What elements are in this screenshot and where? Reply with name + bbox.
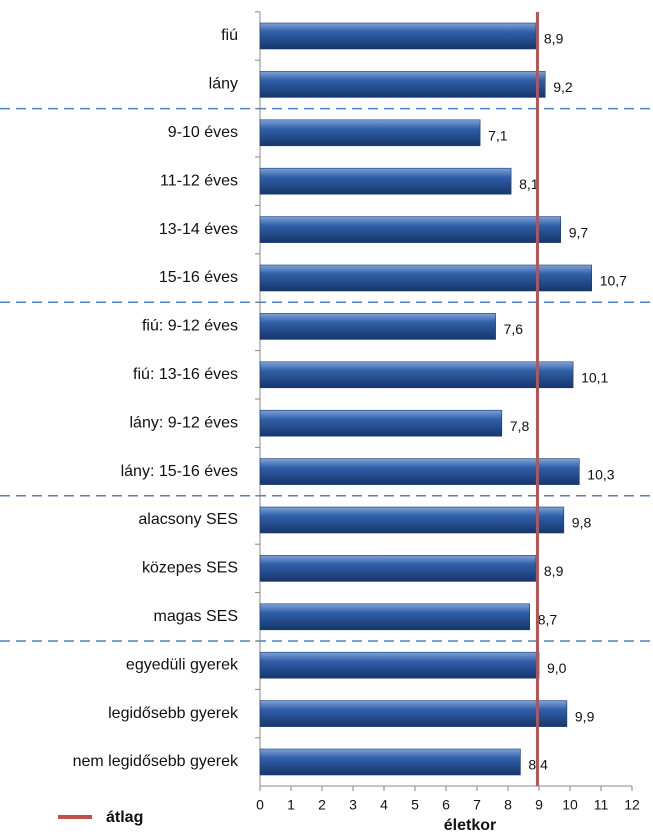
value-label: 10,1: [581, 370, 608, 386]
x-tick-label: 7: [473, 797, 481, 813]
value-label: 8,1: [519, 176, 539, 192]
y-tick-label: 13-14 éves: [159, 221, 238, 238]
y-tick-label: lány: [209, 76, 238, 93]
value-label: 9,9: [575, 708, 595, 724]
y-tick-label: lány: 15-16 éves: [121, 463, 238, 480]
y-tick-label: lány: 9-12 éves: [129, 414, 238, 431]
bar: [259, 409, 503, 437]
bar: [259, 458, 580, 485]
value-label: 8,9: [544, 31, 564, 47]
x-axis-title: életkor: [444, 817, 496, 834]
y-tick-label: alacsony SES: [138, 511, 238, 528]
y-tick-label: fiú: [221, 27, 238, 44]
value-label: 8,9: [544, 563, 564, 579]
bar: [259, 167, 512, 195]
x-tick-label: 4: [380, 797, 388, 813]
y-tick-label: 11-12 éves: [160, 172, 238, 189]
x-tick-label: 10: [562, 797, 578, 813]
y-tick-label: közepes SES: [142, 560, 238, 577]
x-tick-label: 2: [318, 797, 326, 813]
bar: [259, 748, 521, 776]
y-tick-label: magas SES: [154, 608, 238, 625]
bar: [259, 603, 531, 631]
bar: [259, 506, 565, 534]
value-label: 7,1: [488, 128, 508, 144]
bar: [259, 555, 537, 582]
x-tick-label: 6: [442, 797, 450, 813]
value-label: 9,2: [553, 79, 573, 95]
value-label: 8,7: [538, 612, 558, 628]
x-tick-label: 8: [504, 797, 512, 813]
bar: [259, 700, 568, 727]
y-tick-label: 15-16 éves: [159, 269, 238, 286]
y-tick-label: fiú: 13-16 éves: [133, 366, 238, 383]
value-label: 7,8: [510, 418, 530, 434]
value-label: 7,6: [504, 321, 524, 337]
bar: [259, 216, 562, 243]
x-tick-label: 12: [624, 797, 640, 813]
y-tick-label: fiú: 9-12 éves: [142, 318, 238, 335]
x-tick-label: 1: [287, 797, 295, 813]
bar: [259, 71, 546, 98]
y-tick-label: legidősebb gyerek: [108, 705, 239, 722]
x-tick-label: 9: [535, 797, 543, 813]
y-tick-label: 9-10 éves: [168, 124, 238, 141]
value-label: 9,0: [547, 660, 567, 676]
y-tick-label: nem legidősebb gyerek: [73, 753, 239, 770]
bar: [259, 264, 593, 292]
bar: [259, 651, 540, 679]
legend-label: átlag: [106, 809, 143, 826]
value-label: 9,8: [572, 515, 592, 531]
x-tick-label: 11: [594, 797, 609, 813]
value-label: 10,7: [600, 273, 627, 289]
bar: [259, 361, 574, 389]
x-tick-label: 0: [256, 797, 264, 813]
value-label: 9,7: [569, 224, 589, 240]
y-tick-label: egyedüli gyerek: [126, 656, 239, 673]
x-tick-label: 5: [411, 797, 419, 813]
bar: [259, 313, 496, 340]
x-tick-label: 3: [349, 797, 357, 813]
bar: [259, 22, 537, 50]
bar: [259, 119, 481, 147]
value-label: 10,3: [587, 466, 614, 482]
